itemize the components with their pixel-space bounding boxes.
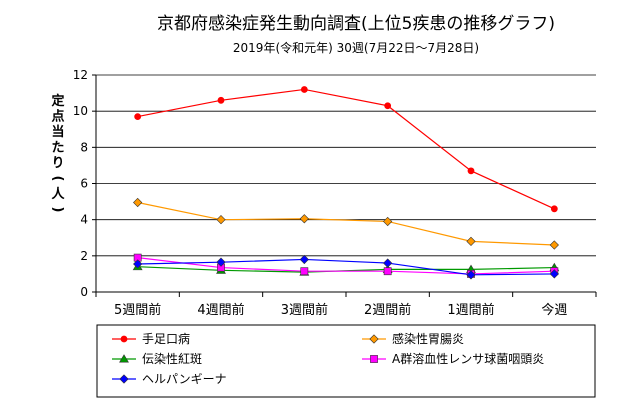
chart-title: 京都府感染症発生動向調査(上位5疾患の推移グラフ) bbox=[157, 14, 555, 34]
data-point bbox=[383, 267, 392, 276]
x-category-label: 3週間前 bbox=[281, 302, 328, 318]
data-point bbox=[216, 257, 226, 267]
series-4 bbox=[133, 254, 559, 280]
y-label-char: 当 bbox=[51, 124, 64, 140]
legend-marker bbox=[119, 354, 129, 363]
x-category-label: 4週間前 bbox=[197, 302, 244, 318]
data-point bbox=[466, 236, 476, 246]
y-label-char: 点 bbox=[51, 109, 64, 125]
y-label-char: 人 bbox=[51, 186, 65, 202]
x-category-label: 今週 bbox=[541, 302, 567, 318]
chart-subtitle: 2019年(令和元年) 30週(7月22日～7月28日) bbox=[233, 40, 479, 55]
data-point bbox=[383, 216, 393, 227]
legend-item: ヘルパンギーナ bbox=[112, 372, 227, 386]
data-point bbox=[467, 167, 475, 175]
data-point bbox=[299, 214, 309, 224]
x-category-label: 5週間前 bbox=[114, 302, 161, 318]
series-line bbox=[137, 258, 555, 276]
legend-box bbox=[96, 324, 596, 398]
legend-marker bbox=[120, 335, 128, 343]
data-point bbox=[299, 254, 309, 265]
y-label-char: た bbox=[51, 141, 64, 156]
data-point bbox=[300, 86, 308, 93]
legend-marker bbox=[369, 334, 379, 344]
legend-marker bbox=[119, 374, 129, 384]
y-tick-label: 2 bbox=[80, 249, 88, 263]
y-tick-label: 0 bbox=[80, 285, 88, 299]
data-point bbox=[383, 258, 393, 268]
x-category-label: 2週間前 bbox=[364, 302, 411, 318]
legend-label: A群溶血性レンサ球菌咽頭炎 bbox=[392, 351, 544, 366]
data-point bbox=[384, 102, 392, 110]
data-point bbox=[217, 96, 225, 104]
series-line bbox=[137, 201, 555, 246]
y-label-char: 定 bbox=[50, 93, 64, 109]
data-point bbox=[134, 113, 142, 120]
legend-item: 感染性胃腸炎 bbox=[362, 331, 464, 346]
legend-marker bbox=[370, 355, 378, 363]
y-tick-label: 6 bbox=[80, 177, 88, 191]
y-label-char: ( bbox=[50, 176, 65, 182]
y-tick-label: 12 bbox=[73, 68, 88, 82]
y-label-char: ) bbox=[50, 207, 65, 213]
series-0 bbox=[134, 86, 558, 213]
series-1 bbox=[133, 197, 559, 250]
y-tick-label: 8 bbox=[80, 140, 88, 154]
data-point bbox=[550, 205, 558, 213]
data-point bbox=[466, 270, 476, 280]
legend-label: ヘルパンギーナ bbox=[142, 372, 227, 386]
legend-item: 伝染性紅斑 bbox=[112, 351, 202, 366]
x-category-label: 1週間前 bbox=[447, 302, 494, 318]
legend-item: 手足口病 bbox=[112, 331, 190, 346]
legend-item: A群溶血性レンサ球菌咽頭炎 bbox=[362, 351, 544, 366]
legend-label: 感染性胃腸炎 bbox=[392, 331, 464, 346]
y-label-char: り bbox=[51, 156, 64, 171]
legend-label: 手足口病 bbox=[142, 331, 190, 346]
y-tick-label: 10 bbox=[73, 104, 88, 118]
legend-label: 伝染性紅斑 bbox=[142, 351, 202, 366]
series-line bbox=[137, 257, 555, 275]
series-line bbox=[137, 88, 555, 210]
data-point bbox=[300, 267, 309, 276]
plot-area: 0 2 4 6 8 10 12 5週間前 4週間前 3週間前 2週間前 1週間前 今週 bbox=[73, 68, 597, 318]
y-tick-label: 4 bbox=[80, 213, 88, 227]
data-point bbox=[549, 240, 559, 250]
data-point bbox=[216, 215, 226, 225]
data-point bbox=[133, 197, 143, 208]
data-point bbox=[549, 269, 559, 279]
data-point bbox=[133, 259, 143, 269]
